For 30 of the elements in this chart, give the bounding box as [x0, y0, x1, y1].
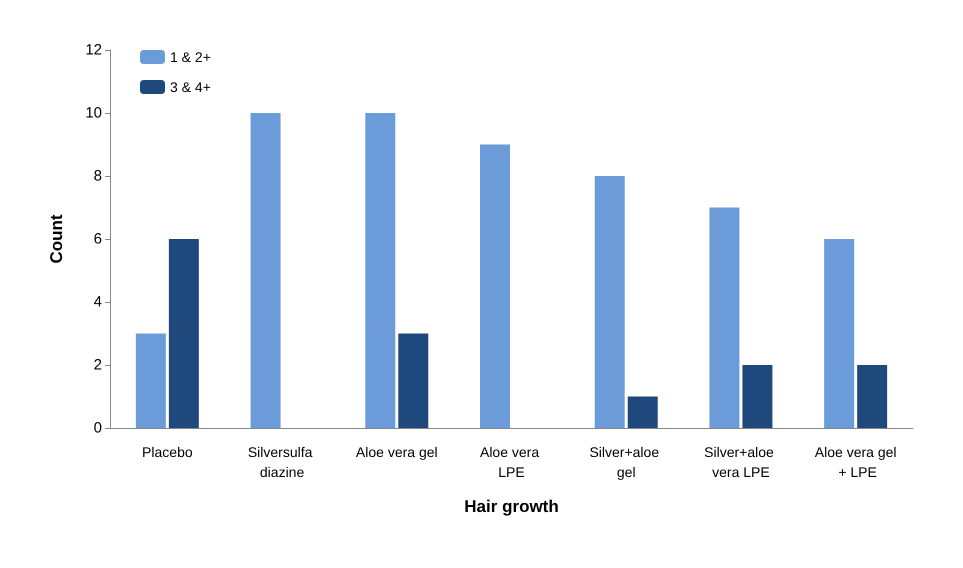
bar [365, 113, 396, 428]
bar [824, 239, 854, 428]
bar [594, 176, 625, 428]
bar [857, 365, 888, 428]
y-tick-label: 6 [94, 230, 102, 248]
legend-label: 1 & 2+ [170, 49, 211, 65]
y-axis-title: Count [47, 214, 66, 264]
bar [250, 113, 281, 428]
x-tick-label: Placebo [142, 444, 193, 460]
x-tick-label: Aloe vera gel + LPE [814, 444, 896, 480]
y-tick-label: 10 [85, 104, 102, 122]
x-tick-label: Silver+aloe vera LPE [704, 444, 778, 480]
bar [480, 144, 510, 428]
x-tick-label: Aloe vera LPE [480, 444, 544, 480]
y-tick-label: 4 [94, 294, 102, 310]
bar [709, 208, 740, 428]
y-tick-label: 8 [94, 168, 102, 184]
x-tick-label: Silversulfa diazine [248, 444, 316, 480]
bar [742, 365, 772, 428]
bar [398, 334, 428, 428]
y-tick-label: 12 [85, 42, 102, 58]
bar [136, 334, 166, 428]
bar [168, 239, 199, 428]
x-tick-label: Aloe vera gel [356, 444, 438, 460]
y-tick-label: 2 [94, 356, 102, 374]
bar [628, 396, 658, 428]
x-axis-title: Hair growth [464, 497, 559, 516]
legend-label: 3 & 4+ [170, 79, 211, 95]
x-tick-label: Silver+aloe gel [589, 444, 663, 480]
y-tick-label: 0 [94, 420, 102, 436]
